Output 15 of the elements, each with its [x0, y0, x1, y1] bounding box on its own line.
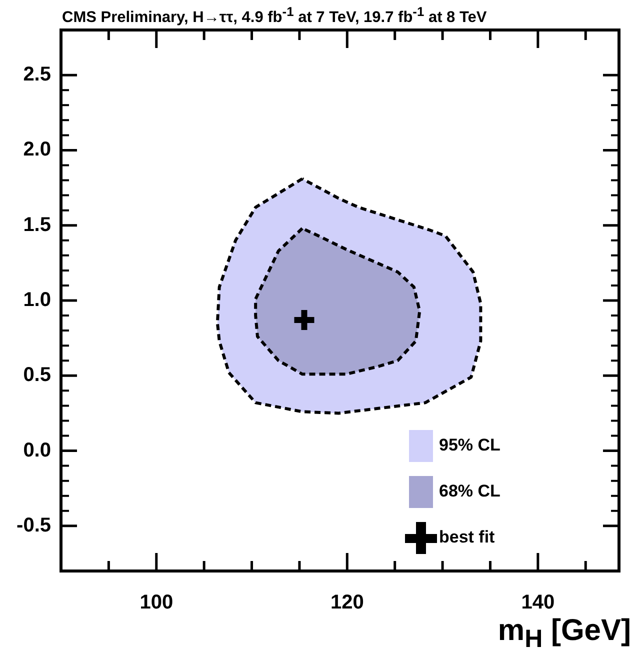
- y-tick-label: 1.0: [23, 289, 51, 312]
- x-tick-label: 140: [521, 592, 555, 614]
- legend-label: best fit: [439, 528, 496, 547]
- y-tick-label: -0.5: [16, 514, 51, 536]
- x-tick-label: 100: [140, 592, 174, 614]
- x-tick-label: 120: [330, 592, 364, 614]
- y-tick-label: 2.5: [23, 64, 51, 86]
- y-tick-label: 1.5: [23, 214, 51, 236]
- y-tick-label: 0.5: [23, 364, 51, 386]
- x-axis-title: m$_{H}$ [GeV]: [498, 614, 631, 654]
- y-tick-label: 0.0: [23, 439, 51, 462]
- legend-label: 68% CL: [439, 482, 500, 501]
- y-tick-label: 2.0: [23, 138, 51, 161]
- chart-title: CMS Preliminary, H→ττ, 4.9 fb$^{-1}$ at 7 TeV, 19.7 fb$^{-1}$ at 8 TeV: [62, 4, 487, 28]
- legend-label: 95% CL: [439, 436, 500, 455]
